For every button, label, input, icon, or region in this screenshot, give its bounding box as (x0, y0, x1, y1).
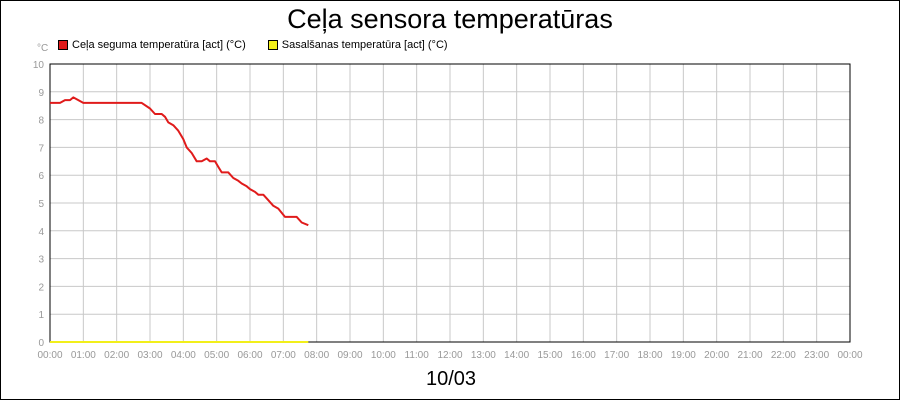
x-tick-label: 17:00 (604, 350, 629, 361)
y-tick-label: 3 (38, 255, 44, 266)
x-tick-label: 01:00 (71, 350, 96, 361)
y-tick-label: 10 (33, 60, 45, 71)
x-tick-label: 23:00 (804, 350, 829, 361)
x-tick-label: 13:00 (471, 350, 496, 361)
y-tick-label: 1 (38, 310, 44, 321)
chart-title: Ceļa sensora temperatūras (287, 4, 613, 34)
x-tick-label: 02:00 (104, 350, 129, 361)
x-tick-label: 12:00 (437, 350, 462, 361)
y-tick-label: 5 (38, 199, 44, 210)
legend-swatch-yellow (267, 40, 278, 50)
legend-item-freezing[interactable]: Sasalšanas temperatūra [act] (°C) (267, 39, 448, 51)
y-tick-label: 2 (38, 282, 44, 293)
x-tick-label: 15:00 (537, 350, 562, 361)
x-tick-label: 21:00 (737, 350, 762, 361)
x-tick-label: 06:00 (237, 350, 262, 361)
series-line-road-surface (50, 96, 309, 227)
x-tick-label: 05:00 (204, 350, 229, 361)
x-tick-label: 00:00 (37, 350, 62, 361)
legend-label-road-surface: Ceļa seguma temperatūra [act] (°C) (72, 39, 246, 51)
legend-swatch-red (58, 40, 68, 50)
x-tick-label: 09:00 (337, 350, 362, 361)
legend-item-road-surface[interactable]: Ceļa seguma temperatūra [act] (°C) (58, 39, 246, 51)
x-tick-label: 14:00 (504, 350, 529, 361)
y-tick-label: 4 (38, 227, 44, 238)
legend-label-freezing: Sasalšanas temperatūra [act] (°C) (281, 39, 448, 51)
y-axis-unit: °C (37, 43, 49, 54)
x-tick-label: 11:00 (405, 350, 430, 361)
x-tick-label: 22:00 (771, 350, 796, 361)
x-tick-label: 10:00 (371, 350, 396, 361)
x-tick-label: 18:00 (637, 350, 662, 361)
x-tick-label: 19:00 (671, 350, 696, 361)
x-tick-label: 16:00 (571, 350, 596, 361)
x-tick-label: 20:00 (704, 350, 729, 361)
x-tick-label: 08:00 (304, 350, 329, 361)
plot-border (49, 63, 851, 343)
x-tick-label: 04:00 (171, 350, 196, 361)
y-tick-label: 6 (38, 171, 44, 182)
y-tick-label: 8 (38, 116, 44, 127)
y-tick-label: 7 (38, 143, 44, 154)
y-tick-label: 0 (38, 338, 44, 349)
legend: Ceļa seguma temperatūra [act] (°C) Sasal… (58, 39, 470, 51)
x-axis-caption: 10/03 (425, 368, 477, 390)
x-tick-label: 03:00 (137, 350, 162, 361)
x-tick-label: 00:00 (837, 350, 862, 361)
x-tick-label: 07:00 (271, 350, 296, 361)
y-tick-label: 9 (38, 88, 44, 99)
